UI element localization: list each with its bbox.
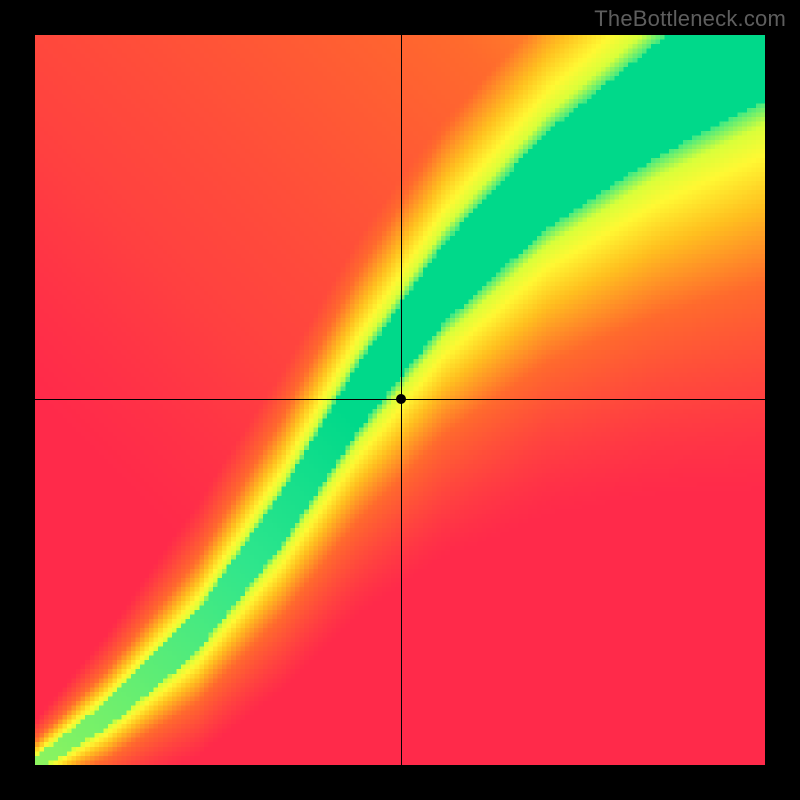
crosshair-dot	[396, 394, 406, 404]
heatmap-plot	[35, 35, 765, 765]
watermark-text: TheBottleneck.com	[594, 6, 786, 32]
chart-frame: TheBottleneck.com	[0, 0, 800, 800]
